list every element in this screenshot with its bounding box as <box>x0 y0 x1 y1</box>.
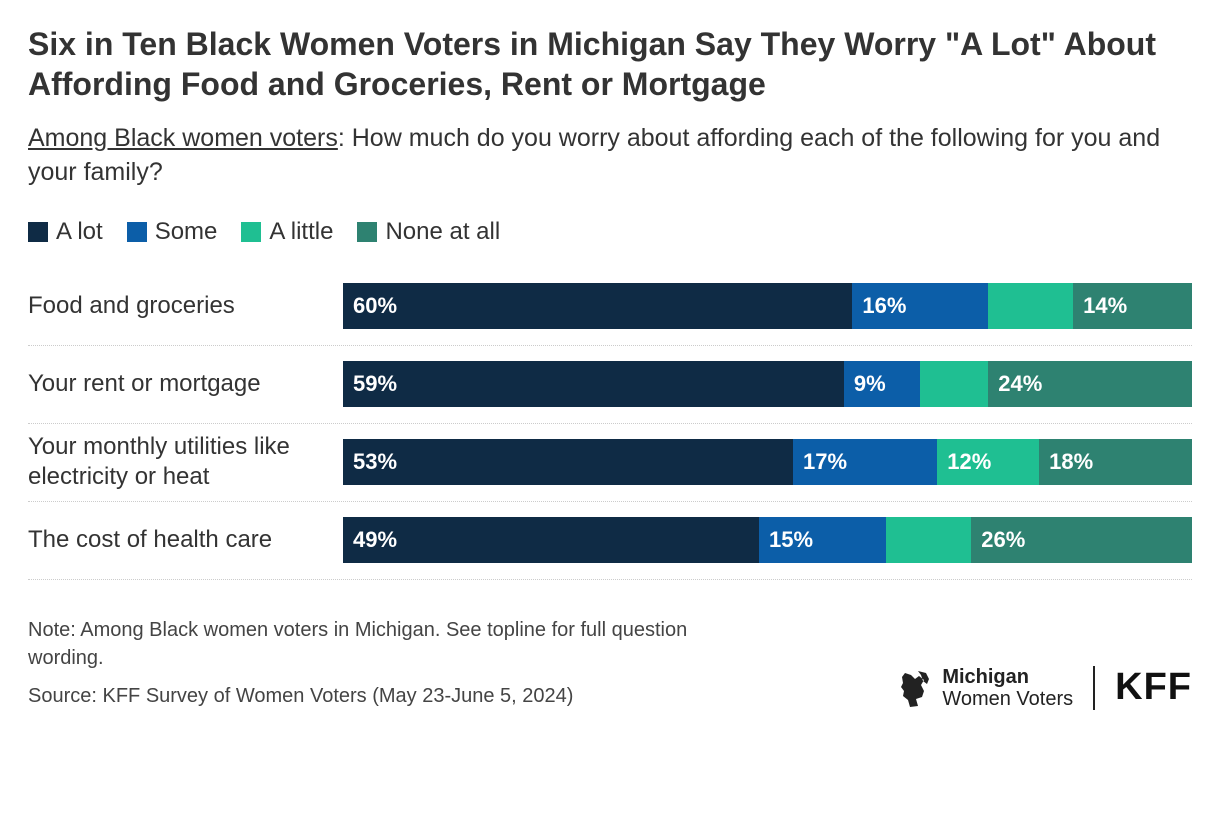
chart-subtitle: Among Black women voters: How much do yo… <box>28 122 1192 190</box>
legend-label: None at all <box>385 218 500 246</box>
legend-label: A little <box>269 218 333 246</box>
bar: 59%9% 24% <box>343 361 1192 407</box>
bar-segment <box>988 283 1073 329</box>
bar: 53%17%12%18% <box>343 439 1192 485</box>
row-label: The cost of health care <box>28 525 343 555</box>
row-label: Your rent or mortgage <box>28 369 343 399</box>
chart-row: Your monthly utilities like electricity … <box>28 424 1192 502</box>
bar-segment <box>920 361 988 407</box>
chart-row: Food and groceries60%16% 14% <box>28 268 1192 346</box>
footer-notes: Note: Among Black women voters in Michig… <box>28 616 748 710</box>
kff-logo: KFF <box>1115 666 1192 709</box>
bar-segment: 59% <box>343 361 844 407</box>
branding-line1: Michigan <box>942 666 1073 688</box>
chart-row: Your rent or mortgage59%9% 24% <box>28 346 1192 424</box>
subtitle-prefix: Among Black women voters <box>28 124 338 152</box>
branding: Michigan Women Voters KFF <box>896 666 1192 710</box>
legend-swatch <box>28 222 48 242</box>
legend-swatch <box>127 222 147 242</box>
bar-segment: 17% <box>793 439 937 485</box>
michigan-text: Michigan Women Voters <box>942 666 1073 710</box>
chart-rows: Food and groceries60%16% 14% Your rent or … <box>28 268 1192 580</box>
row-label: Food and groceries <box>28 291 343 321</box>
source-text: Source: KFF Survey of Women Voters (May … <box>28 682 748 710</box>
legend-swatch <box>357 222 377 242</box>
legend-swatch <box>241 222 261 242</box>
bar-segment: 26% <box>971 517 1192 563</box>
bar-segment: 15% <box>759 517 886 563</box>
bar-segment: 9% <box>844 361 920 407</box>
bar-segment: 14% <box>1073 283 1192 329</box>
bar-segment: 49% <box>343 517 759 563</box>
branding-line2: Women Voters <box>942 688 1073 710</box>
bar-segment: 16% <box>852 283 988 329</box>
legend-label: A lot <box>56 218 103 246</box>
bar: 60%16% 14% <box>343 283 1192 329</box>
bar-segment: 53% <box>343 439 793 485</box>
bar-segment: 12% <box>937 439 1039 485</box>
footer: Note: Among Black women voters in Michig… <box>28 616 1192 710</box>
michigan-icon <box>896 667 932 709</box>
legend: A lot Some A little None at all <box>28 218 1192 246</box>
chart-title: Six in Ten Black Women Voters in Michiga… <box>28 24 1192 104</box>
row-label: Your monthly utilities like electricity … <box>28 432 343 492</box>
legend-item: Some <box>127 218 218 246</box>
bar-segment <box>886 517 971 563</box>
branding-divider <box>1093 666 1095 710</box>
bar: 49%15% 26% <box>343 517 1192 563</box>
note-text: Note: Among Black women voters in Michig… <box>28 616 748 672</box>
chart-row: The cost of health care49%15% 26% <box>28 502 1192 580</box>
legend-item: None at all <box>357 218 500 246</box>
legend-label: Some <box>155 218 218 246</box>
michigan-block: Michigan Women Voters <box>896 666 1073 710</box>
bar-segment: 60% <box>343 283 852 329</box>
bar-segment: 18% <box>1039 439 1192 485</box>
bar-segment: 24% <box>988 361 1192 407</box>
legend-item: A little <box>241 218 333 246</box>
legend-item: A lot <box>28 218 103 246</box>
